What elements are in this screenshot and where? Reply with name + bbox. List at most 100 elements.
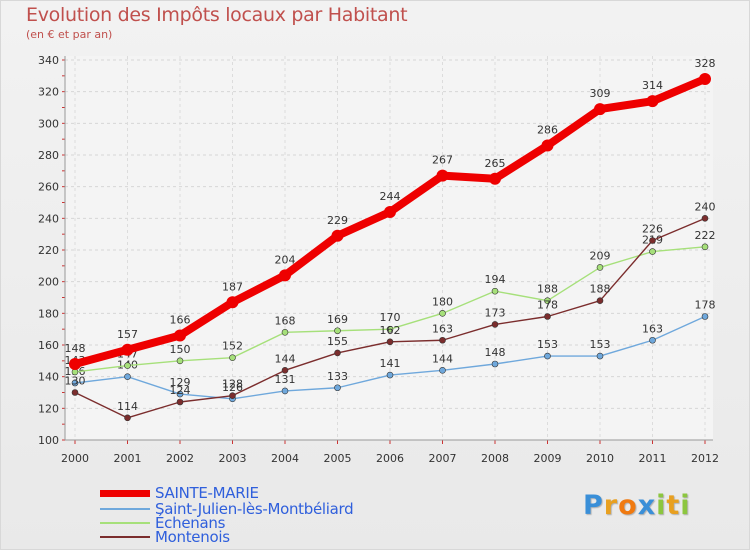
data-point: [71, 389, 79, 396]
data-point: [386, 338, 394, 346]
data-label: 124: [170, 384, 191, 397]
logo-letter: i: [656, 490, 667, 521]
data-point: [226, 296, 239, 309]
data-label: 133: [327, 370, 348, 383]
y-tick-label: 100: [38, 434, 59, 447]
data-label: 166: [170, 314, 191, 327]
y-tick-label: 260: [38, 181, 59, 194]
data-label: 328: [695, 57, 716, 70]
y-tick-label: 200: [38, 276, 59, 289]
data-label: 309: [590, 87, 611, 100]
proxiti-logo: Proxiti: [583, 490, 691, 521]
y-tick-label: 300: [38, 117, 59, 130]
logo-letter: i: [680, 490, 691, 521]
data-label: 148: [65, 342, 86, 355]
x-tick-label: 2006: [376, 452, 404, 465]
data-label: 188: [590, 283, 611, 296]
data-label: 128: [222, 378, 243, 391]
y-tick-label: 140: [38, 371, 59, 384]
data-label: 226: [642, 223, 663, 236]
data-label: 155: [327, 335, 348, 348]
data-point: [176, 390, 184, 398]
data-point: [544, 313, 551, 320]
legend-label-sainte-marie: SAINTE-MARIE: [155, 484, 259, 502]
data-point: [124, 414, 131, 422]
legend-swatch-echenans: [100, 522, 150, 524]
logo-letter: r: [603, 490, 619, 521]
data-point: [69, 358, 81, 370]
data-label: 180: [432, 295, 453, 308]
data-label: 265: [485, 157, 506, 170]
data-label: 152: [222, 340, 243, 353]
data-point: [229, 354, 236, 361]
data-point: [334, 327, 341, 335]
data-label: 144: [275, 352, 296, 365]
data-label: 148: [485, 346, 506, 359]
data-point: [334, 384, 341, 392]
data-label: 168: [275, 314, 296, 327]
data-point: [279, 269, 291, 282]
data-point: [649, 237, 656, 244]
x-tick-label: 2001: [114, 452, 142, 465]
data-label: 194: [485, 273, 506, 286]
x-tick-label: 2008: [481, 452, 509, 465]
data-point: [541, 139, 554, 152]
data-point: [334, 349, 341, 357]
logo-letter: t: [666, 490, 681, 521]
data-label: 267: [432, 154, 453, 167]
chart-subtitle: (en € et par an): [26, 28, 113, 41]
legend-item-saint-julien: Saint-Julien-lès-Montbéliard: [100, 500, 354, 518]
data-point: [596, 352, 604, 360]
data-label: 178: [695, 299, 716, 312]
data-point: [331, 229, 344, 242]
data-label: 141: [380, 357, 401, 370]
data-label: 244: [380, 190, 401, 203]
data-point: [176, 398, 184, 406]
data-label: 188: [537, 283, 558, 296]
data-label: 162: [380, 324, 401, 337]
data-point: [649, 336, 656, 344]
y-tick-label: 280: [38, 149, 59, 162]
data-label: 131: [275, 373, 296, 386]
legend-item-sainte-marie: SAINTE-MARIE: [100, 484, 259, 502]
data-label: 314: [642, 79, 663, 92]
data-point: [544, 352, 551, 360]
data-label: 187: [222, 280, 243, 293]
data-point: [124, 373, 131, 380]
data-point: [281, 329, 289, 336]
legend-label-montenois: Montenois: [155, 528, 230, 546]
y-tick-label: 220: [38, 244, 59, 257]
data-point: [649, 248, 656, 255]
data-label: 240: [695, 200, 716, 213]
data-point: [701, 313, 709, 320]
data-point: [386, 325, 394, 333]
data-point: [596, 264, 604, 271]
data-point: [229, 392, 236, 399]
data-label: 229: [327, 214, 348, 227]
data-point: [491, 287, 499, 295]
logo-letter: o: [618, 490, 638, 521]
legend-label-saint-julien: Saint-Julien-lès-Montbéliard: [155, 500, 354, 518]
data-point: [71, 379, 79, 387]
x-tick-label: 2012: [691, 452, 719, 465]
y-tick-label: 120: [38, 402, 59, 415]
data-point: [701, 215, 709, 222]
data-label: 150: [170, 343, 191, 356]
data-label: 204: [275, 253, 296, 266]
data-point: [384, 206, 396, 218]
data-label: 163: [642, 322, 663, 335]
legend-swatch-saint-julien: [100, 508, 150, 510]
data-label: 209: [590, 249, 611, 262]
data-label: 163: [432, 322, 453, 335]
data-point: [596, 297, 604, 304]
y-tick-label: 320: [38, 86, 59, 99]
data-point: [491, 360, 499, 368]
data-point: [439, 336, 446, 344]
x-tick-label: 2010: [586, 452, 614, 465]
data-point: [439, 310, 446, 317]
data-label: 178: [537, 299, 558, 312]
data-point: [491, 321, 499, 328]
data-label: 114: [117, 400, 138, 413]
data-point: [176, 357, 184, 365]
